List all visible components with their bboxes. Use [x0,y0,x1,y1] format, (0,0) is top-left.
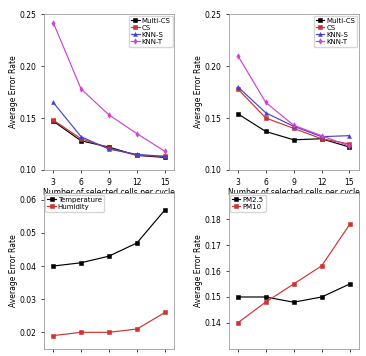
CS [135,153,139,157]
Temperature [79,261,83,265]
CS [264,116,268,120]
KNN-T [319,134,324,138]
Multi-CS [107,145,111,149]
Line: KNN-S: KNN-S [236,85,351,138]
Temperature [51,264,55,268]
CS [347,142,352,146]
KNN-S [135,152,139,156]
Multi-CS [163,155,167,159]
Line: Humidity: Humidity [51,310,167,337]
CS [79,137,83,141]
PM10 [235,321,240,325]
Legend: Temperature, Humidity: Temperature, Humidity [45,195,104,212]
KNN-S [236,85,240,89]
CS [291,126,296,131]
KNN-S [163,154,167,158]
Legend: Multi-CS, CS, KNN-S, KNN-T: Multi-CS, CS, KNN-S, KNN-T [314,16,357,47]
Multi-CS [135,153,139,157]
X-axis label: Number of selected cells per cycle: Number of selected cells per cycle [43,188,175,197]
KNN-S [79,135,83,139]
PM10 [347,222,352,226]
Line: Multi-CS: Multi-CS [51,119,167,159]
PM10 [320,264,324,268]
Temperature [163,208,167,212]
Y-axis label: Average Error Rate: Average Error Rate [194,235,203,308]
Humidity [107,330,111,334]
Line: PM10: PM10 [236,222,352,325]
KNN-T [264,100,268,105]
CS [236,87,240,91]
PM2.5 [320,295,324,299]
Humidity [163,310,167,315]
Humidity [79,330,83,334]
Multi-CS [347,145,352,149]
CS [51,118,55,122]
Humidity [51,334,55,338]
PM10 [264,300,268,304]
Line: CS: CS [236,87,351,146]
KNN-T [135,131,139,136]
Multi-CS [79,139,83,143]
Line: CS: CS [51,118,167,158]
KNN-T [51,20,55,25]
Temperature [135,241,139,245]
PM2.5 [347,282,352,286]
Line: KNN-T: KNN-T [51,21,167,153]
KNN-T [347,144,352,148]
Legend: PM2.5, PM10: PM2.5, PM10 [230,195,266,212]
KNN-S [264,111,268,115]
CS [163,154,167,158]
PM2.5 [291,300,296,304]
Humidity [135,327,139,331]
Line: PM2.5: PM2.5 [236,282,352,304]
Line: KNN-S: KNN-S [51,100,167,158]
Line: Multi-CS: Multi-CS [236,112,351,149]
KNN-T [79,87,83,91]
KNN-T [236,54,240,58]
Multi-CS [236,112,240,116]
KNN-T [163,149,167,153]
PM2.5 [235,295,240,299]
KNN-S [319,135,324,139]
X-axis label: Number of selected cells per cycle: Number of selected cells per cycle [228,188,359,197]
PM2.5 [264,295,268,299]
Multi-CS [264,129,268,134]
CS [107,146,111,150]
Temperature [107,254,111,258]
KNN-S [51,100,55,105]
CS [319,137,324,141]
Y-axis label: Average Error Rate: Average Error Rate [9,235,18,308]
KNN-T [107,113,111,117]
KNN-T [291,123,296,127]
Y-axis label: Average Error Rate: Average Error Rate [9,56,18,129]
Text: (c) PM2.5: (c) PM2.5 [88,229,130,238]
Multi-CS [291,138,296,142]
Y-axis label: Average Error Rate: Average Error Rate [194,56,203,129]
Multi-CS [51,119,55,123]
Line: Temperature: Temperature [51,208,167,268]
KNN-S [291,124,296,129]
Text: (d) PM10: (d) PM10 [273,229,314,238]
Line: KNN-T: KNN-T [236,54,351,148]
KNN-S [347,134,352,138]
Multi-CS [319,137,324,141]
PM10 [291,282,296,286]
Legend: Multi-CS, CS, KNN-S, KNN-T: Multi-CS, CS, KNN-S, KNN-T [129,16,173,47]
KNN-S [107,147,111,151]
